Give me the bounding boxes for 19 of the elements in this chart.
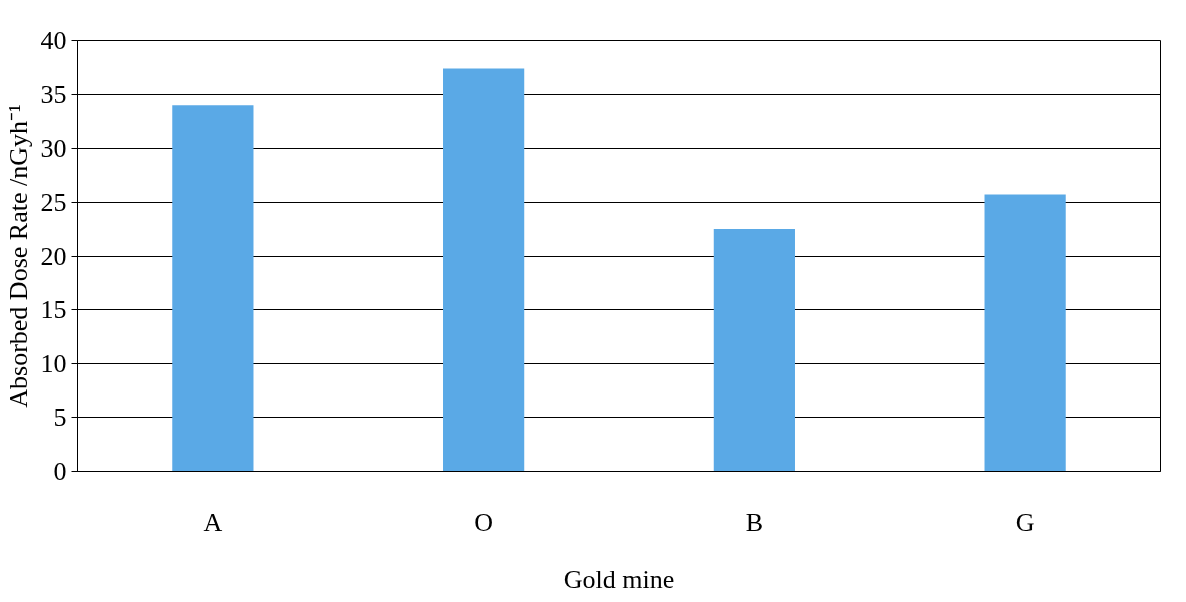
y-tick-label: 35 xyxy=(40,79,67,109)
y-tick-label: 30 xyxy=(40,133,67,163)
x-axis-title: Gold mine xyxy=(563,564,675,594)
x-tick-label: O xyxy=(474,507,494,537)
x-tick-label: B xyxy=(745,507,764,537)
y-tick-label: 5 xyxy=(53,403,67,433)
bar xyxy=(713,229,795,472)
y-tick-label: 15 xyxy=(40,295,67,325)
y-tick-label: 40 xyxy=(40,26,67,55)
y-tick-label: 25 xyxy=(40,187,67,217)
y-tick-label: 0 xyxy=(53,457,67,486)
y-tick-label: 20 xyxy=(40,241,67,271)
x-tick-label: G xyxy=(1015,507,1035,537)
y-tick-label: 10 xyxy=(40,349,67,379)
bar xyxy=(443,68,525,472)
x-tick-label: A xyxy=(203,507,223,537)
bar xyxy=(984,194,1066,472)
bar xyxy=(172,105,254,472)
y-axis-title: Absorbed Dose Rate /nGyh⁻¹ xyxy=(3,104,33,408)
